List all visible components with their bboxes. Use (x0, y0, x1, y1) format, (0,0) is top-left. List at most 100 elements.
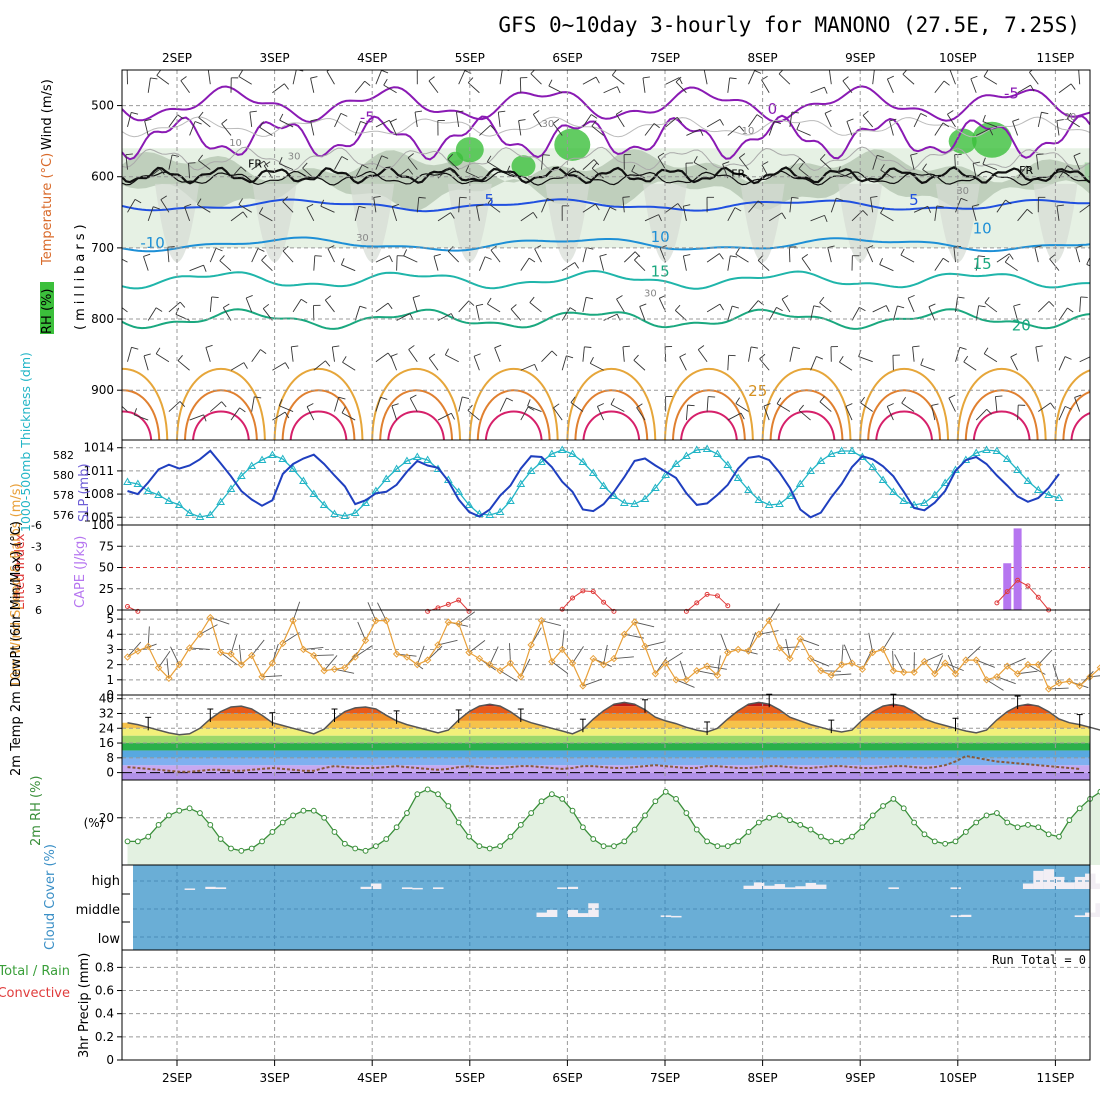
wind-barb (1073, 155, 1081, 170)
rh2m-point (300, 807, 307, 814)
wind-barb-feather (731, 305, 739, 309)
wind-barb (122, 307, 128, 313)
wind-barb (251, 349, 261, 362)
wind-barb (168, 401, 181, 412)
thickness-point (640, 494, 650, 502)
rh-moist-patch (971, 121, 1012, 158)
wind-barb-feather (982, 114, 986, 122)
wind-barb-feather (340, 112, 348, 117)
wind-barb-feather (862, 210, 868, 216)
wind-barb-feather (403, 249, 408, 256)
day-label-top-2: 4SEP (357, 51, 387, 65)
wind-barb-feather (846, 118, 854, 122)
rh2m-point (1014, 824, 1021, 831)
wind-barb-feather (263, 161, 271, 166)
wind-barb (837, 172, 853, 179)
thickness-point (195, 512, 205, 520)
wind-barb-feather (729, 77, 737, 80)
wind-barb (473, 356, 480, 371)
wind-barb (727, 305, 733, 321)
wind10m-point (1024, 660, 1032, 669)
cloud-high-cell (774, 884, 786, 889)
wind-barb (447, 158, 460, 170)
wind-barb (953, 247, 956, 263)
wind-barb (934, 122, 944, 136)
precip-ytick-0: 0 (106, 1053, 114, 1067)
wind10m-point (672, 676, 680, 684)
wind-barb (259, 213, 273, 222)
wind-barb-feather (184, 203, 192, 208)
rh2m-point (331, 829, 338, 835)
contour-label-18: 10 (742, 126, 755, 137)
wind-barb-feather (1030, 84, 1035, 92)
rh-moist-patch (554, 128, 591, 161)
rh2m-point (1066, 817, 1073, 824)
wind-barb-feather (341, 406, 346, 414)
wind-barb-feather (609, 206, 617, 211)
wind-barb (810, 214, 825, 222)
thickness-point (154, 490, 163, 498)
day-label-bottom-9: 11SEP (1037, 1071, 1075, 1085)
wind-barb (127, 347, 132, 362)
rh2m-point (776, 812, 783, 819)
wind-barb (1078, 70, 1081, 85)
rh2m-point (869, 812, 876, 819)
wind-barb (886, 406, 894, 421)
wind-barb (198, 117, 211, 128)
wind-barb-feather (408, 168, 414, 175)
wind-barb-feather (284, 83, 289, 90)
upper-ylabel-temp: Temperature (°C) (40, 153, 55, 266)
upper-ylabel-wind: Wind (m/s) (40, 79, 55, 150)
wind-barb (599, 256, 605, 271)
upper-ytick-2: 700 (91, 241, 114, 255)
wind-barb (198, 160, 211, 170)
lifted-index-point (1035, 594, 1041, 600)
wind-barb-feather (447, 246, 454, 252)
cloud-high-cell (950, 887, 961, 889)
cloud-middle-cell (588, 903, 599, 917)
rh2m-point (217, 836, 224, 842)
wind10m-barb (696, 670, 717, 675)
wind10m-barb (768, 603, 780, 621)
wind-barb (490, 249, 501, 263)
wind-barb-feather (548, 79, 553, 87)
wind-barb-feather (574, 262, 579, 269)
day-label-top-6: 8SEP (748, 51, 778, 65)
wind-barb (735, 253, 749, 263)
thickness-point (278, 454, 288, 462)
thickness-point (516, 479, 526, 487)
thickness-point (650, 483, 660, 491)
wind-barb (527, 405, 542, 412)
rh2m-point (445, 803, 452, 809)
lifted-index-point (559, 606, 565, 612)
wind10m-barb (1037, 649, 1053, 665)
wind-barb (341, 264, 356, 272)
contour-label-15: 10 (229, 138, 242, 149)
cloud-level-low: low (98, 932, 121, 947)
rh-moist-patch (948, 128, 977, 154)
thickness-point (630, 499, 640, 507)
wind-barb-feather (487, 297, 492, 305)
wind-barb-feather (261, 254, 267, 261)
wind-barb-feather (527, 399, 531, 407)
temp-contour-15 (122, 269, 1090, 290)
thickness-point (557, 445, 567, 453)
wind-barb-feather (885, 305, 890, 313)
wind10m-point (423, 656, 432, 664)
cloud-level-middle: middle (76, 903, 120, 918)
wind10m-barb (367, 602, 377, 621)
temp-bell-contour (973, 410, 1031, 440)
rh2m-point (880, 803, 886, 809)
wind-barb-feather (131, 346, 139, 350)
temp-contour-10 (122, 236, 1090, 253)
lifted-index-point (704, 591, 710, 597)
wind10m-barb (665, 652, 683, 664)
wind-barb (996, 253, 1010, 263)
wind-barb-feather (238, 198, 243, 205)
thickness-point (236, 471, 246, 479)
temp-bell-contour (184, 389, 258, 440)
wind-barb (541, 154, 544, 170)
wind-barb-feather (897, 305, 905, 309)
rh2m-point (238, 847, 245, 854)
wind10m-barb (707, 665, 727, 670)
